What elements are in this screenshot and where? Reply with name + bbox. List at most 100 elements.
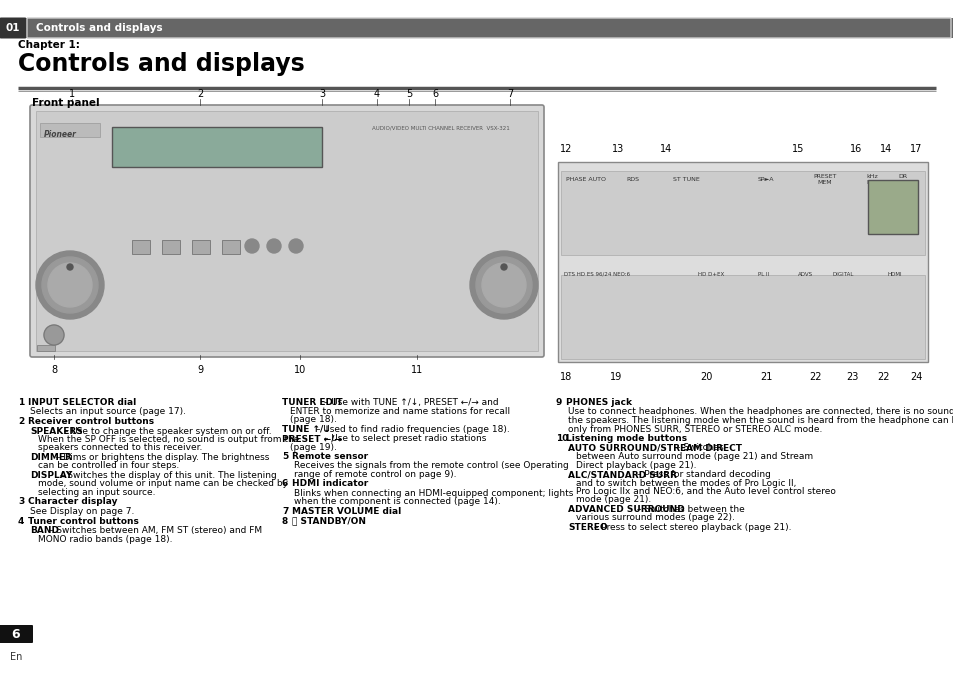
Text: STEREO: STEREO [567,523,607,532]
Text: DISPLAY: DISPLAY [30,471,72,480]
Text: 2: 2 [18,417,24,426]
Text: 9: 9 [196,365,203,375]
Text: – Used to find radio frequencies (page 18).: – Used to find radio frequencies (page 1… [313,425,510,433]
Circle shape [48,263,91,307]
Text: 6: 6 [282,479,288,489]
Text: 6: 6 [11,627,20,640]
Text: 20: 20 [700,372,712,382]
Text: 14: 14 [879,144,891,154]
Text: 3: 3 [18,497,24,506]
Circle shape [470,251,537,319]
Text: Use to connect headphones. When the headphones are connected, there is no sound : Use to connect headphones. When the head… [567,408,953,417]
Text: 4: 4 [374,89,379,99]
FancyBboxPatch shape [30,105,543,357]
Text: – Press for standard decoding: – Press for standard decoding [634,470,770,479]
Text: En: En [10,652,22,662]
Circle shape [36,251,104,319]
Text: Front panel: Front panel [32,98,99,108]
Text: 15: 15 [791,144,803,154]
Bar [112,127,322,167]
Bar [162,240,180,254]
Text: TUNE ↑/↓: TUNE ↑/↓ [282,425,331,433]
Text: Pro Logic IIx and NEO:6, and the Auto level control stereo: Pro Logic IIx and NEO:6, and the Auto le… [576,487,835,496]
Text: 5: 5 [282,452,288,461]
Bar [222,240,240,254]
Text: – Switches between AM, FM ST (stereo) and FM: – Switches between AM, FM ST (stereo) an… [46,526,261,535]
Text: speakers connected to this receiver.: speakers connected to this receiver. [38,443,202,452]
Bar [558,162,927,362]
Circle shape [500,264,506,270]
Text: PRESET ←/→: PRESET ←/→ [282,434,341,443]
Text: HDMI indicator: HDMI indicator [292,479,368,489]
Text: DTS HD ES 96/24 NEO:6: DTS HD ES 96/24 NEO:6 [563,272,630,277]
Text: ST TUNE: ST TUNE [672,177,699,182]
Text: 24: 24 [909,372,922,382]
Circle shape [67,264,73,270]
Circle shape [245,239,258,253]
Text: 11: 11 [411,365,423,375]
Text: 2: 2 [196,89,203,99]
Text: the speakers. The listening mode when the sound is heard from the headphone can : the speakers. The listening mode when th… [567,416,953,425]
Text: Receiver control buttons: Receiver control buttons [28,417,154,426]
Text: – Switches the display of this unit. The listening: – Switches the display of this unit. The… [57,471,276,480]
Text: ENTER to memorize and name stations for recall: ENTER to memorize and name stations for … [290,406,510,415]
Text: – Use to select preset radio stations: – Use to select preset radio stations [320,434,486,443]
Text: range of remote control on page 9).: range of remote control on page 9). [294,470,456,479]
Text: MONO radio bands (page 18).: MONO radio bands (page 18). [38,534,172,543]
Text: Pioneer: Pioneer [44,130,77,139]
Text: – Press to select stereo playback (page 21).: – Press to select stereo playback (page … [591,523,791,532]
Bar [867,180,917,234]
Text: ALC/STANDARD SURR: ALC/STANDARD SURR [567,470,677,479]
Text: 12: 12 [559,144,572,154]
Bar [560,275,924,359]
Text: Controls and displays: Controls and displays [18,52,304,76]
Text: Controls and displays: Controls and displays [36,23,162,33]
Text: When the SP OFF is selected, no sound is output from the: When the SP OFF is selected, no sound is… [38,435,299,444]
Text: 19: 19 [609,372,621,382]
Text: Chapter 1:: Chapter 1: [18,40,80,50]
Text: 22: 22 [809,372,821,382]
Text: TUNER EDIT: TUNER EDIT [282,398,342,407]
Text: ADVS: ADVS [797,272,812,277]
Text: PRESET
MEM: PRESET MEM [812,174,836,185]
Text: HDMI: HDMI [887,272,902,277]
Text: – Switches: – Switches [673,443,723,452]
Text: various surround modes (page 22).: various surround modes (page 22). [576,514,734,522]
Text: – Use with TUNE ↑/↓, PRESET ←/→ and: – Use with TUNE ↑/↓, PRESET ←/→ and [320,398,498,407]
Circle shape [481,263,525,307]
Text: 10: 10 [294,365,306,375]
Text: See Display on page 7.: See Display on page 7. [30,507,134,516]
Text: INPUT SELECTOR dial: INPUT SELECTOR dial [28,398,136,407]
Text: between Auto surround mode (page 21) and Stream: between Auto surround mode (page 21) and… [576,452,812,461]
Text: AUTO SURROUND/STREAM DIRECT: AUTO SURROUND/STREAM DIRECT [567,443,741,452]
Text: 1: 1 [69,89,75,99]
Text: Selects an input source (page 17).: Selects an input source (page 17). [30,408,186,417]
Text: and to switch between the modes of Pro Logic II,: and to switch between the modes of Pro L… [576,479,796,487]
Text: Receives the signals from the remote control (see Operating: Receives the signals from the remote con… [294,462,568,470]
Text: RDS: RDS [625,177,639,182]
Text: MASTER VOLUME dial: MASTER VOLUME dial [292,507,401,516]
Text: 7: 7 [506,89,513,99]
Bar [132,240,150,254]
Text: ⏻ STANDBY/ON: ⏻ STANDBY/ON [292,516,366,526]
Text: DIGITAL: DIGITAL [832,272,854,277]
Text: Remote sensor: Remote sensor [292,452,368,461]
Text: – Switches between the: – Switches between the [634,505,744,514]
Text: DR: DR [897,174,906,179]
Text: Character display: Character display [28,497,117,506]
Text: – Use to change the speaker system on or off.: – Use to change the speaker system on or… [61,427,272,435]
Text: when the component is connected (page 14).: when the component is connected (page 14… [294,497,500,506]
Circle shape [44,325,64,345]
Text: 22: 22 [877,372,889,382]
Text: 21: 21 [759,372,771,382]
Text: 8: 8 [282,516,288,526]
Text: 9: 9 [556,398,561,407]
Text: PHONES jack: PHONES jack [565,398,631,407]
Text: DIMMER: DIMMER [30,453,71,462]
Bar [560,171,924,255]
Text: PL II: PL II [758,272,768,277]
Text: 3: 3 [318,89,325,99]
Text: HD D+EX: HD D+EX [698,272,723,277]
Text: – Dims or brightens the display. The brightness: – Dims or brightens the display. The bri… [53,453,270,462]
Text: 8: 8 [51,365,57,375]
